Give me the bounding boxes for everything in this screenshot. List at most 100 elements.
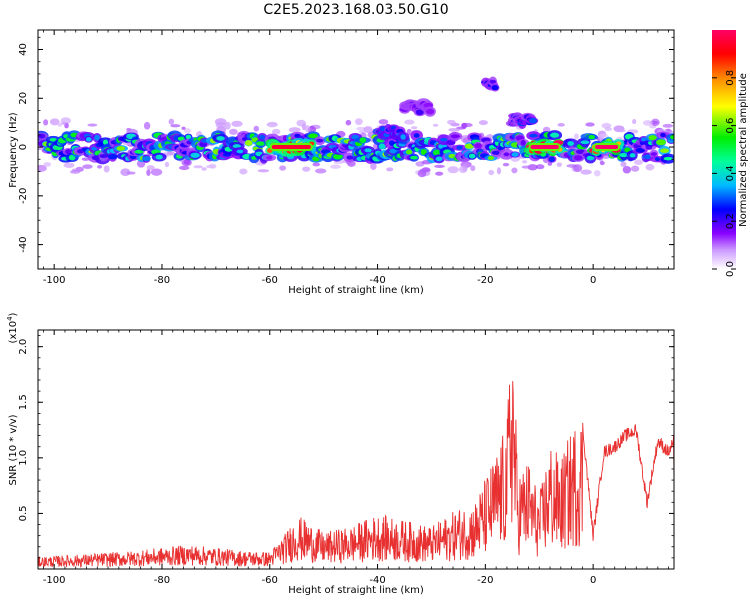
spectrogram-halo-cell [642,120,653,126]
spectrogram-halo-cell [63,162,75,168]
spectrogram-cell-core [567,141,575,146]
spectrogram-feature-core [530,145,559,150]
spectrogram-cell-core [107,153,118,160]
spectrogram-halo-cell [201,167,207,171]
snr-y-tick-label: 2.0 [18,339,29,355]
spectrogram-feature-core [271,145,311,150]
spectrogram-halo-cell [662,123,674,128]
spectrogram-halo-cell [61,121,67,125]
spectrogram-halo-cell [239,168,248,175]
spectrogram-halo-cell [279,165,287,171]
spectrogram-cell-core [216,136,225,141]
spectrogram-cell-core [332,153,343,160]
spectrogram-halo-cell [470,165,476,172]
spectrogram-y-tick-label: -40 [18,236,29,252]
spectrogram-halo-cell [622,165,632,174]
spectrogram-cell-core [656,139,666,146]
spectrogram-halo-cell [620,161,627,167]
spectrogram-y-tick-label: -20 [18,188,29,204]
spectrogram-halo-cell [633,159,644,165]
spectrogram-cell-core [236,149,244,154]
spectrogram-y-tick-label: 0 [18,144,29,150]
spectrogram-cell-core [432,149,441,156]
spectrogram-cell-core [573,155,583,161]
spectrogram-halo-cell [580,169,592,175]
spectrogram-halo-cell [146,169,151,176]
spectrogram-cell-core [364,148,372,153]
spectrogram-halo-cell [181,126,186,130]
snr-multiplier: (x104) [6,312,19,343]
snr-y-tick-label: 1.5 [18,394,29,410]
spectrogram-halo-cell [208,163,217,169]
snr-y-ticks: 0.5 1.0 1.5 2.0 [18,335,674,570]
spectrogram-x-ticks: -100 -80 -60 -40 -20 0 [43,30,670,286]
spectrogram-cell-core [654,157,660,162]
spectrogram-halo-cell [170,124,181,128]
snr-x-tick-label: -80 [154,575,170,586]
spectrogram-halo-cell [82,164,93,169]
spectrogram-cell-core [155,154,163,160]
spectrogram-cell-core [185,134,192,140]
spectrogram-halo-cell [435,171,444,176]
spectrogram-halo-cell [502,162,510,167]
spectrogram-y-tick-label: 40 [18,43,29,56]
spectrogram-x-tick-label: -40 [369,275,385,286]
spectrogram-halo-cell [164,161,170,168]
spectrogram-cell-core [190,152,200,158]
spectrogram-cell-core [629,153,636,158]
spectrogram-halo-cell [224,121,231,130]
spectrogram-y-ticks: -40 -20 0 20 40 [18,36,674,270]
colorbar-ticks: 0.0 0.2 0.4 0.6 0.8 [712,70,736,277]
spectrogram-halo-cell [645,163,655,171]
spectrogram-cell-core [640,137,647,142]
spectrogram-halo-cell [370,162,377,170]
spectrogram-halo-cell [146,165,155,171]
colorbar-tick-label: 0.4 [725,165,736,181]
spectrogram-halo-cell [143,121,151,130]
spectrogram-halo-cell [69,170,81,174]
spectrogram-halo-cell [535,164,545,170]
spectrogram-cell-core [503,152,510,157]
spectrogram-halo-cell [632,118,637,125]
spectrogram-halo-cell [215,121,227,129]
spectrogram-cell-core [456,145,463,150]
spectrogram-cell-core [650,152,657,156]
spectrogram-x-tick-label: -60 [262,275,278,286]
spectrogram-halo-cell [193,165,203,169]
spectrogram-panel: -100 -80 -60 -40 -20 0 -40 -20 0 20 40 Height of … [8,29,675,296]
spectrogram-halo-cell [288,127,301,133]
chart-title: C2E5.2023.168.03.50.G10 [263,2,448,18]
spectrogram-halo-cell [229,128,238,135]
spectrogram-cell-core [400,134,406,140]
spectrogram-halo-cell [616,129,626,133]
spectrogram-cell-core [413,133,420,138]
spectrogram-cell-core [648,135,657,141]
spectrogram-halo-cell [97,165,103,169]
spectrogram-cell-core [624,147,631,153]
spectrogram-cell-core [255,141,266,146]
spectrogram-halo-cell [601,122,612,129]
spectrogram-halo-cell [103,165,110,173]
spectrogram-halo-cell [521,160,528,164]
spectrogram-x-label: Height of straight line (km) [288,285,424,296]
spectrogram-halo-cell [447,166,459,174]
spectrogram-cell-core [91,146,98,151]
spectrogram-cell-core [528,117,538,124]
spectrogram-cell-core [308,133,319,139]
spectrogram-cell-core [663,156,673,161]
spectrogram-cell-core [440,137,448,142]
spectrogram-cell-core [258,134,266,140]
spectrogram-cell-core [468,153,476,159]
spectrogram-halo-cell [87,123,98,127]
spectrogram-cell-core [474,143,483,149]
spectrogram-halo-cell [43,119,49,126]
spectrogram-feature-core [595,145,619,150]
spectrogram-halo-cell [585,122,595,127]
spectrogram-halo-cell [511,167,518,174]
snr-x-tick-label: -100 [43,575,66,586]
snr-y-tick-label: 0.5 [18,505,29,521]
spectrogram-cell-core [116,146,126,151]
colorbar-tick-label: 0.2 [725,213,736,229]
spectrogram-halo-cell [49,118,60,126]
